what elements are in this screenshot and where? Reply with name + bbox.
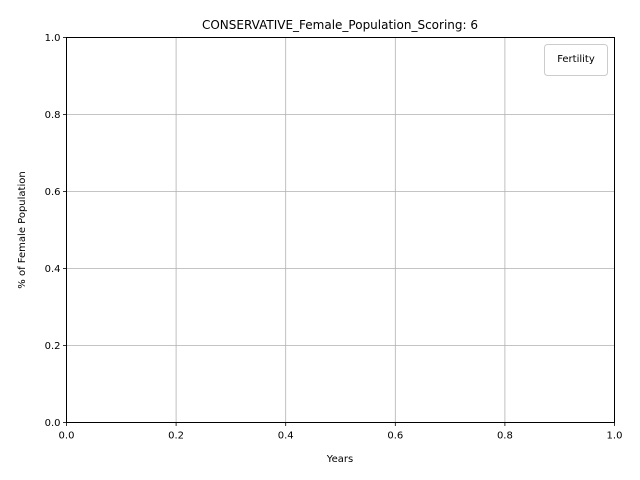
plot-area	[66, 37, 615, 423]
x-tick-label: 0.2	[168, 431, 184, 442]
y-tick-label: 1.0	[45, 33, 61, 44]
y-tick-label: 0.8	[45, 110, 61, 121]
legend: Fertility	[544, 44, 608, 76]
legend-title: Fertility	[557, 54, 595, 65]
y-tick-label: 0.2	[45, 341, 61, 352]
legend-box	[544, 44, 608, 76]
x-tick-label: 0.4	[278, 431, 294, 442]
grid-lines	[66, 37, 615, 423]
y-tick-label: 0.0	[45, 418, 61, 429]
x-tick-label: 0.6	[387, 431, 403, 442]
y-axis: 0.0 0.2 0.4 0.6 0.8 1.0	[45, 33, 67, 429]
x-axis: 0.0 0.2 0.4 0.6 0.8 1.0	[59, 422, 623, 442]
y-tick-label: 0.6	[45, 187, 61, 198]
x-tick-label: 0.0	[59, 431, 75, 442]
chart-title: CONSERVATIVE_Female_Population_Scoring: …	[202, 18, 478, 32]
y-axis-label: % of Female Population	[17, 171, 28, 288]
x-tick-label: 0.8	[497, 431, 513, 442]
x-axis-label: Years	[326, 454, 353, 465]
x-tick-label: 1.0	[607, 431, 623, 442]
y-tick-label: 0.4	[45, 264, 61, 275]
